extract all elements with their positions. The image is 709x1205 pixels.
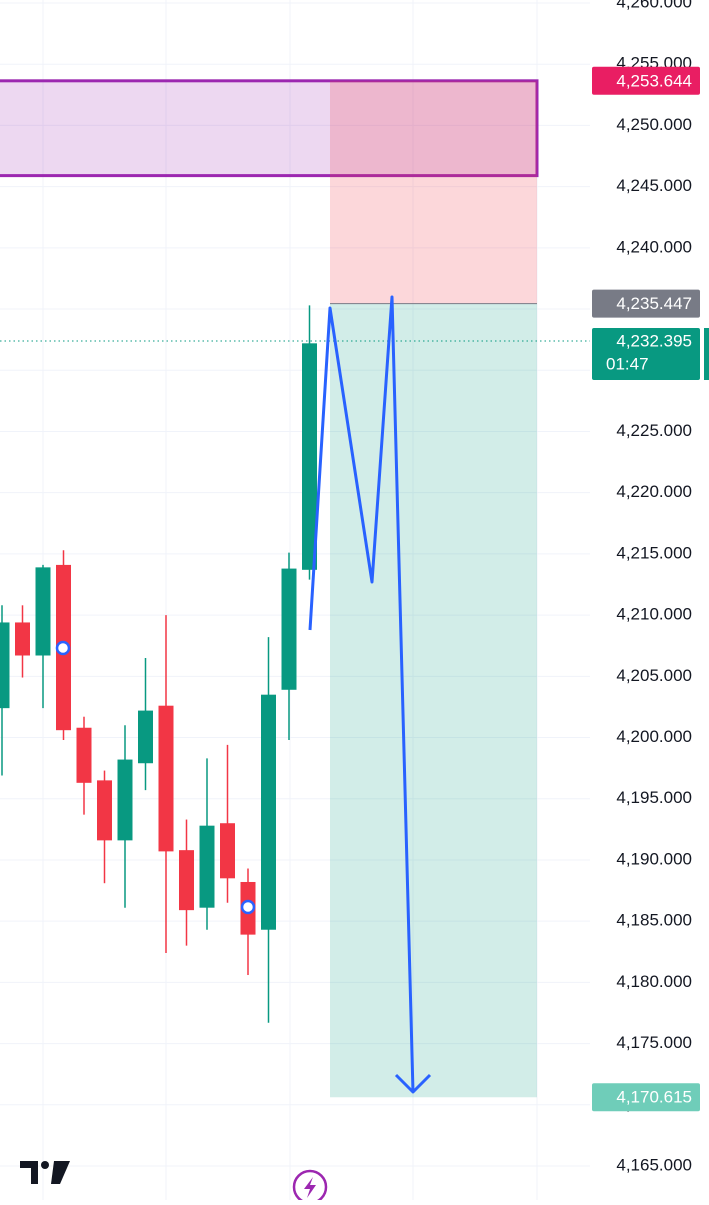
last-price-box — [592, 327, 700, 380]
candle-body — [15, 622, 30, 656]
arrow-head — [394, 1073, 432, 1094]
y-tick-label: 4,200.000 — [616, 727, 692, 746]
entry-price-box — [592, 289, 700, 318]
lightning-button[interactable] — [292, 1169, 328, 1205]
zones — [0, 79, 590, 1098]
y-tick-label: 4,260.000 — [616, 0, 692, 11]
candle-body — [281, 568, 297, 690]
candle-body — [261, 694, 276, 930]
price-axis — [590, 0, 709, 1200]
last-price-label: 4,232.395 — [616, 331, 692, 350]
candle-body — [138, 710, 153, 764]
candle-body — [117, 759, 133, 841]
tradingview-logo — [20, 1161, 70, 1184]
lightning-icon — [304, 1177, 316, 1198]
candle-body — [199, 825, 215, 908]
y-tick-label: 4,175.000 — [616, 1033, 692, 1052]
candle-body — [158, 705, 174, 852]
drawn-path — [308, 295, 432, 1094]
candle-body — [97, 780, 112, 841]
candle-body — [0, 622, 10, 709]
signal-marker — [55, 640, 71, 656]
logo-part — [41, 1161, 49, 1169]
signal-marker — [240, 899, 256, 915]
stop-price-label: 4,253.644 — [616, 71, 692, 90]
candles — [0, 305, 317, 1023]
y-tick-label: 4,210.000 — [616, 605, 692, 624]
logo-part — [20, 1161, 38, 1184]
candle-body — [179, 850, 194, 911]
y-tick-label: 4,245.000 — [616, 176, 692, 195]
candle-body — [35, 567, 51, 656]
entry-price-label: 4,235.447 — [616, 294, 692, 313]
y-tick-label: 4,215.000 — [616, 543, 692, 562]
target-zone — [330, 303, 537, 1098]
y-tick-label: 4,220.000 — [616, 482, 692, 501]
y-tick-label: 4,205.000 — [616, 666, 692, 685]
candle-body — [76, 727, 92, 783]
y-tick-label: 4,165.000 — [616, 1155, 692, 1174]
zigzag-projection — [308, 295, 415, 1093]
y-tick-label: 4,240.000 — [616, 237, 692, 256]
stop-price-box — [592, 66, 700, 95]
y-tick-label: 4,195.000 — [616, 788, 692, 807]
axis-labels: 4,165.0004,170.0004,175.0004,180.0004,18… — [592, 0, 700, 1174]
target-price-box — [592, 1083, 700, 1112]
scroll-edge — [704, 328, 709, 380]
logo-part — [51, 1161, 70, 1184]
candle-body — [302, 343, 317, 570]
y-tick-label: 4,250.000 — [616, 115, 692, 134]
countdown-label: 01:47 — [606, 354, 649, 373]
supply-zone — [0, 79, 539, 178]
stop-zone — [330, 80, 537, 304]
y-tick-label: 4,190.000 — [616, 849, 692, 868]
candle-body — [220, 823, 235, 879]
target-price-label: 4,170.615 — [616, 1088, 692, 1107]
signal-markers — [55, 640, 256, 915]
y-tick-label: 4,180.000 — [616, 972, 692, 991]
y-tick-label: 4,225.000 — [616, 421, 692, 440]
y-tick-label: 4,185.000 — [616, 911, 692, 930]
